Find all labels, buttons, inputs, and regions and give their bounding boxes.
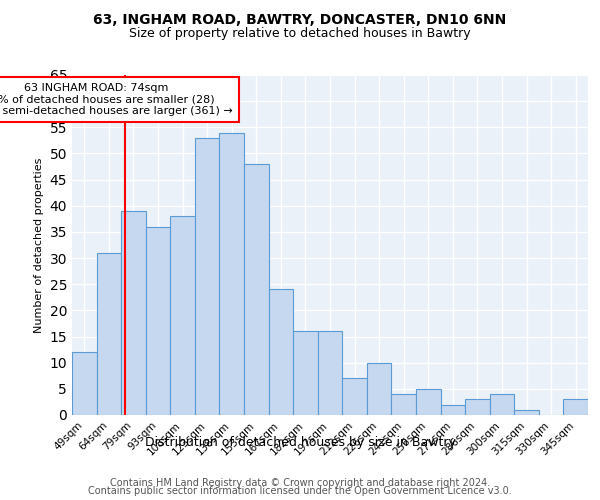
- Bar: [220, 132, 244, 415]
- Bar: [72, 352, 97, 415]
- Bar: [121, 211, 146, 415]
- Bar: [465, 400, 490, 415]
- Bar: [146, 226, 170, 415]
- Text: Distribution of detached houses by size in Bawtry: Distribution of detached houses by size …: [145, 436, 455, 449]
- Bar: [490, 394, 514, 415]
- Bar: [244, 164, 269, 415]
- Bar: [563, 400, 588, 415]
- Bar: [170, 216, 195, 415]
- Bar: [367, 362, 391, 415]
- Bar: [416, 389, 440, 415]
- Y-axis label: Number of detached properties: Number of detached properties: [34, 158, 44, 332]
- Bar: [97, 253, 121, 415]
- Text: Size of property relative to detached houses in Bawtry: Size of property relative to detached ho…: [129, 28, 471, 40]
- Bar: [514, 410, 539, 415]
- Bar: [342, 378, 367, 415]
- Text: Contains HM Land Registry data © Crown copyright and database right 2024.: Contains HM Land Registry data © Crown c…: [110, 478, 490, 488]
- Text: 63 INGHAM ROAD: 74sqm
← 7% of detached houses are smaller (28)
93% of semi-detac: 63 INGHAM ROAD: 74sqm ← 7% of detached h…: [0, 83, 233, 116]
- Text: 63, INGHAM ROAD, BAWTRY, DONCASTER, DN10 6NN: 63, INGHAM ROAD, BAWTRY, DONCASTER, DN10…: [94, 12, 506, 26]
- Bar: [269, 290, 293, 415]
- Bar: [318, 332, 342, 415]
- Text: Contains public sector information licensed under the Open Government Licence v3: Contains public sector information licen…: [88, 486, 512, 496]
- Bar: [195, 138, 220, 415]
- Bar: [293, 332, 318, 415]
- Bar: [440, 404, 465, 415]
- Bar: [391, 394, 416, 415]
